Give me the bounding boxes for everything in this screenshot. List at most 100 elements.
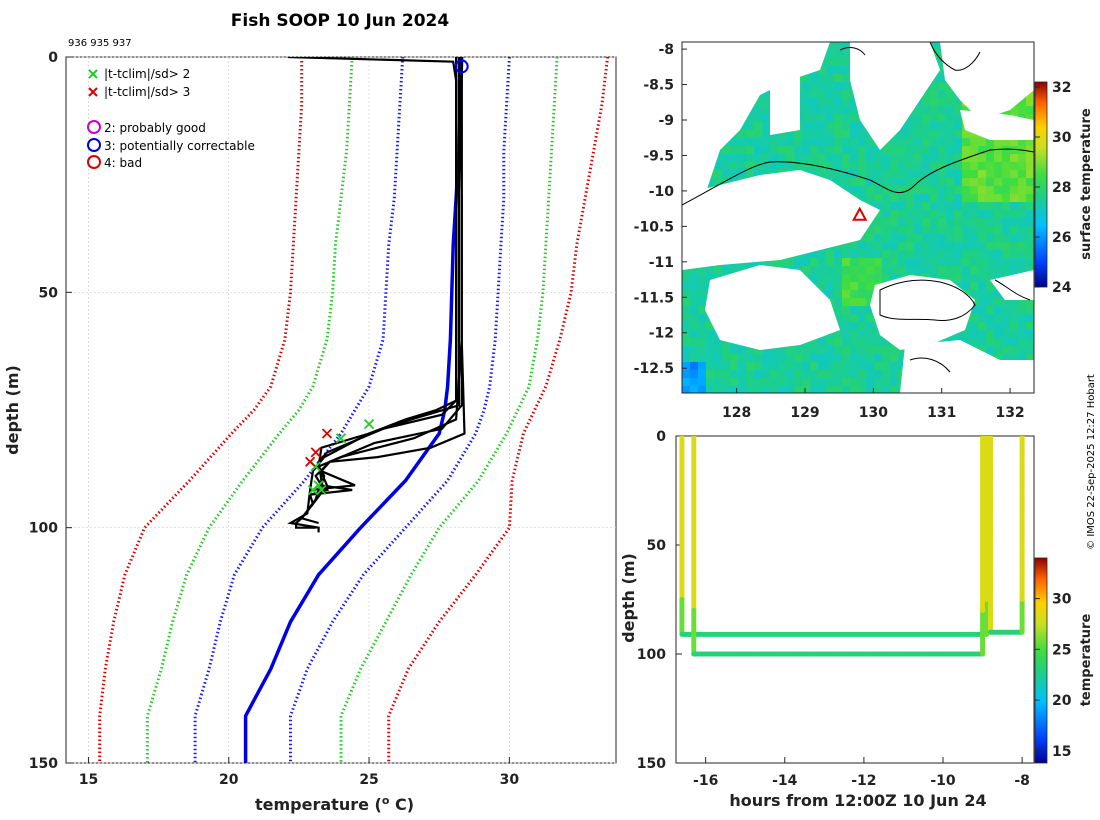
sst-cell xyxy=(906,130,915,139)
sst-cell xyxy=(954,210,963,219)
sst-cell xyxy=(1002,306,1011,315)
map-ticks: 128 129 130 131 132 -8 -8.5 -9 -9.5 -10 -10.5 -11 -1… xyxy=(634,42,1025,421)
sst-cell xyxy=(994,330,1003,339)
sst-cell xyxy=(834,338,843,347)
sst-cell xyxy=(762,98,771,107)
sst-cell xyxy=(986,282,995,291)
sst-cell xyxy=(882,146,891,155)
sst-cell xyxy=(706,346,715,355)
sst-cell xyxy=(978,202,987,211)
sst-cell xyxy=(986,218,995,227)
blue-circle-icon xyxy=(87,138,101,152)
sst-cell xyxy=(698,330,707,339)
sst-cell xyxy=(866,338,875,347)
legend-label: 2: probably good xyxy=(104,121,206,135)
sst-cell xyxy=(954,258,963,267)
sst-cell xyxy=(842,330,851,339)
sst-cell xyxy=(866,242,875,251)
sst-cell xyxy=(810,346,819,355)
sst-cell xyxy=(826,338,835,347)
sst-cell xyxy=(874,170,883,179)
sst-cell xyxy=(882,162,891,171)
sst-cell xyxy=(978,258,987,267)
sst-cell xyxy=(810,378,819,387)
sst-cell xyxy=(938,250,947,259)
sst-cell xyxy=(874,346,883,355)
sst-cell xyxy=(978,314,987,323)
map-x-tick-label: 132 xyxy=(995,405,1024,421)
sst-cell xyxy=(930,42,939,51)
coastline xyxy=(909,357,951,373)
sst-cell xyxy=(714,162,723,171)
sst-cell xyxy=(842,258,851,267)
sst-cell xyxy=(810,338,819,347)
sst-cell xyxy=(898,162,907,171)
sst-cell xyxy=(746,122,755,131)
surface-temperature-map: 128 129 130 131 132 -8 -8.5 -9 -9.5 -10 -10.5 -11 -1… xyxy=(634,41,1094,421)
climatology-mean+2sd-line xyxy=(339,57,559,763)
sst-cell xyxy=(874,194,883,203)
sst-cell xyxy=(810,146,819,155)
sst-cell xyxy=(818,386,827,393)
sst-cell xyxy=(1026,114,1034,123)
sst-cell xyxy=(698,266,707,275)
sst-cell xyxy=(842,322,851,331)
sst-cell xyxy=(818,354,827,363)
sst-cell xyxy=(978,162,987,171)
sst-cell xyxy=(930,226,939,235)
sst-cell xyxy=(746,154,755,163)
sst-cell xyxy=(946,210,955,219)
sst-cell xyxy=(906,250,915,259)
sst-cell xyxy=(834,162,843,171)
sst-cell xyxy=(962,170,971,179)
sst-cell xyxy=(746,362,755,371)
sst-cell xyxy=(850,186,859,195)
sst-cell xyxy=(1002,138,1011,147)
sst-cell xyxy=(850,282,859,291)
sst-cell xyxy=(706,322,715,331)
sst-cell xyxy=(850,242,859,251)
sst-cell xyxy=(1018,154,1027,163)
sst-cell xyxy=(834,146,843,155)
sst-cell xyxy=(786,154,795,163)
time-y-axis-label: depth (m) xyxy=(619,553,638,643)
sst-cell xyxy=(890,354,899,363)
sst-cell xyxy=(810,82,819,91)
sst-cell xyxy=(842,90,851,99)
sst-cell xyxy=(962,106,971,115)
legend-label: |t-tclim|/sd> 2 xyxy=(104,67,190,81)
sst-cell xyxy=(778,386,787,393)
map-y-tick-label: -12 xyxy=(649,326,674,342)
sst-cell xyxy=(906,242,915,251)
sst-cell xyxy=(938,154,947,163)
sst-cell xyxy=(874,386,883,393)
profile-6-line xyxy=(309,57,466,492)
sst-cell xyxy=(914,218,923,227)
map-y-tick-label: -11.5 xyxy=(634,290,674,306)
sst-cell xyxy=(986,178,995,187)
sst-cell xyxy=(818,274,827,283)
sst-cell xyxy=(946,90,955,99)
sst-cell xyxy=(954,98,963,107)
sst-cell xyxy=(986,274,995,283)
sst-cell xyxy=(850,122,859,131)
sst-cell xyxy=(962,274,971,283)
sst-cell xyxy=(802,90,811,99)
sst-cell xyxy=(890,226,899,235)
sst-cell xyxy=(682,282,691,291)
sst-cell xyxy=(818,130,827,139)
sst-cell xyxy=(994,346,1003,355)
sst-cell xyxy=(842,66,851,75)
sst-cell xyxy=(994,202,1003,211)
map-field xyxy=(682,42,1034,393)
sst-cell xyxy=(786,146,795,155)
sst-cell xyxy=(1018,170,1027,179)
sst-cell xyxy=(954,130,963,139)
station-marker xyxy=(852,206,868,221)
sst-cell xyxy=(850,250,859,259)
sst-cell xyxy=(706,362,715,371)
sst-cell xyxy=(986,210,995,219)
sst-cell xyxy=(898,186,907,195)
sst-cell xyxy=(866,170,875,179)
sst-cell xyxy=(834,42,843,51)
